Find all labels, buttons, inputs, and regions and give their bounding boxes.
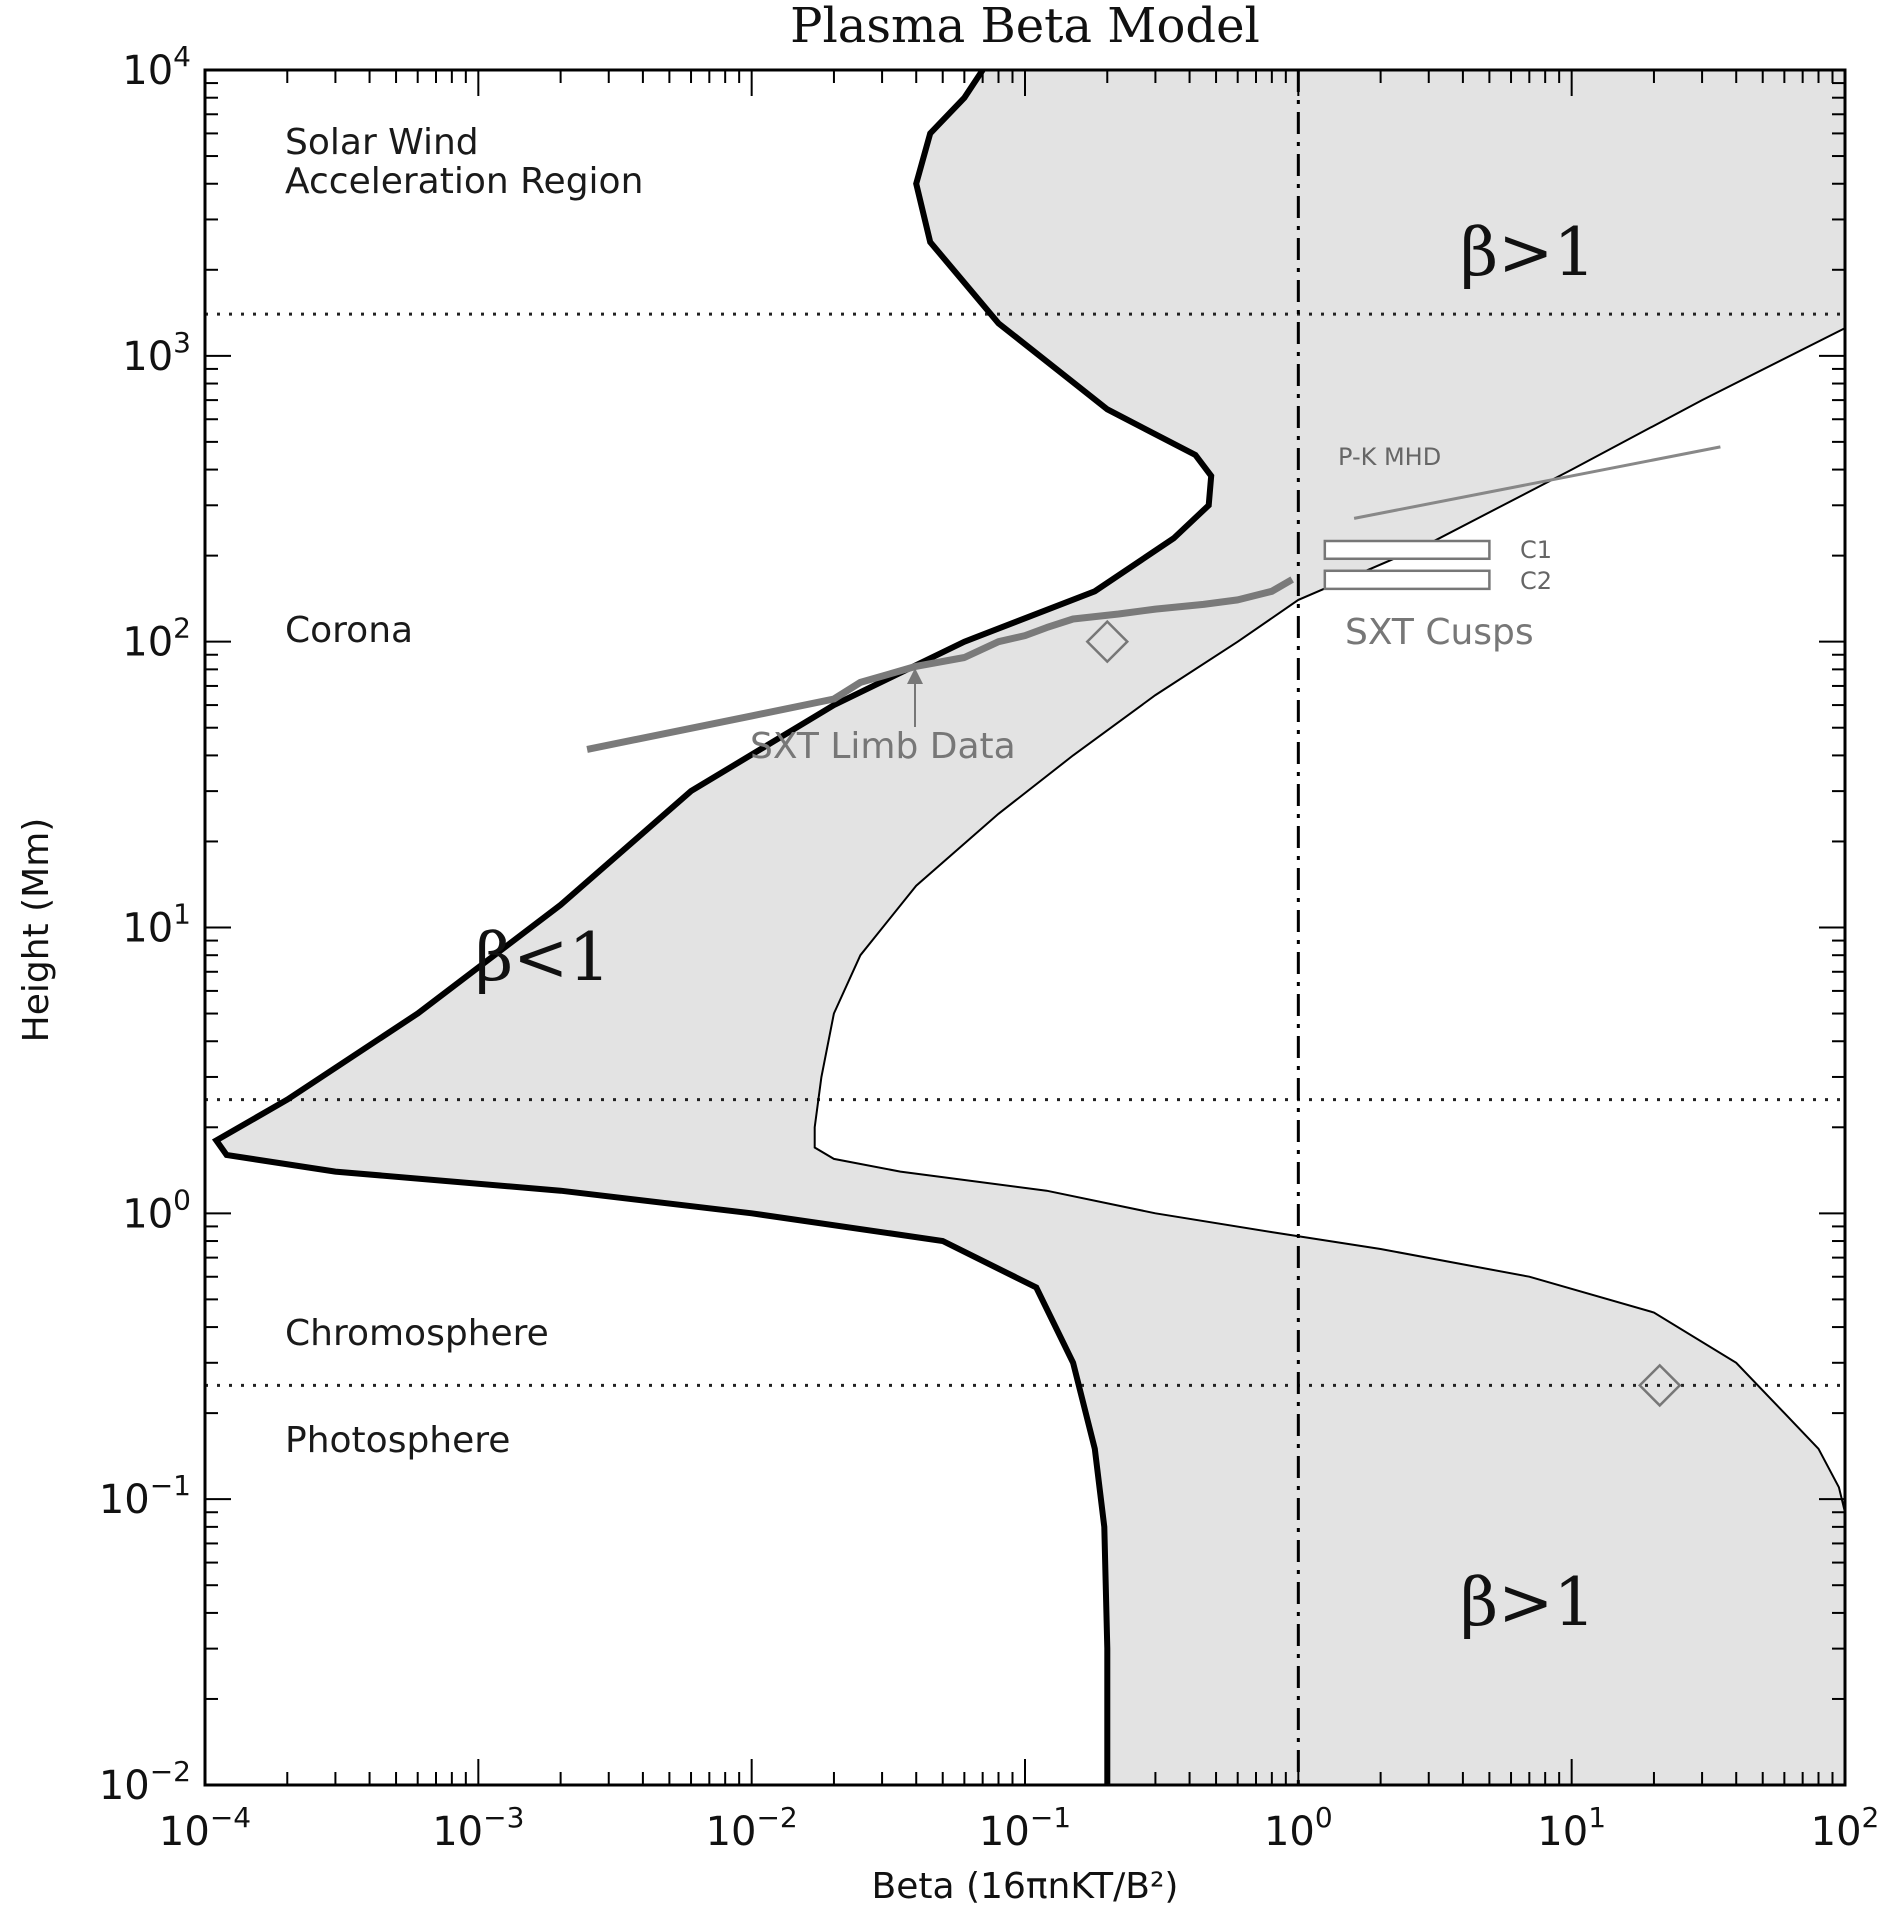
y-tick-label-0: 10−2 [99,1755,191,1809]
tick-marks [204,70,1845,1786]
shaded-region [216,70,1845,1785]
series-p-k-mhd [1353,445,1721,520]
y-tick-label-6: 104 [122,40,191,94]
x-tick-label-6: 102 [1811,1801,1880,1855]
x-tick-label-4: 100 [1264,1801,1333,1855]
x-tick-label-0: 10−4 [159,1801,251,1855]
y-axis-label: Height (Mm) [16,818,57,1043]
cusp-box-c1 [1323,539,1491,561]
x-tick-label-2: 10−2 [706,1801,798,1855]
annotation-pk-mhd: P-K MHD [1338,443,1441,471]
beta-gt-1-lower: β>1 [1460,1564,1595,1641]
y-tick-label-4: 102 [122,612,191,666]
series-layer [586,445,1721,753]
thin-boundary-curve [813,327,1845,1513]
beta-lt-1: β<1 [475,919,610,996]
sxt-limb-arrow-head [907,668,923,684]
diamond-marker-1 [1637,1363,1682,1408]
x-axis-label: Beta (16πnKT/B²) [872,1866,1179,1907]
annotation-c1: C1 [1520,536,1552,564]
x-tick-label-5: 101 [1537,1801,1606,1855]
y-tick-label-1: 10−1 [99,1469,191,1523]
x-axis-label-text: Beta (16πnKT/B²) [872,1866,1179,1907]
annotation-c2: C2 [1520,567,1552,595]
x-tick-label-3: 10−1 [979,1801,1071,1855]
cusp-layer [1323,539,1491,591]
region-label-photosphere: Photosphere [285,1420,510,1461]
y-tick-label-3: 101 [122,898,191,952]
region-label-chromosphere: Chromosphere [285,1313,549,1354]
region-label-corona: Corona [285,610,413,651]
chart-title: Plasma Beta Model [790,0,1260,54]
annotation-sxt-limb-data: SXT Limb Data [750,726,1016,767]
tick-labels: 10−4 10−3 10−2 10−1 100 101 102 10−2 10−1 100 101 1… [99,40,1880,1855]
cusp-box-c2 [1323,569,1491,591]
region-label-acceleration: Acceleration Region [285,161,643,202]
x-tick-label-1: 10−3 [432,1801,524,1855]
annotation-sxt-cusps: SXT Cusps [1345,612,1534,653]
y-tick-label-5: 103 [122,326,191,380]
y-tick-label-2: 100 [122,1183,191,1237]
thick-boundary-curve [211,70,1215,1785]
beta-gt-1-upper: β>1 [1460,214,1595,291]
series-sxt-limb-data [586,576,1294,753]
diamond-layer [1085,619,1682,1408]
diamond-marker-0 [1085,619,1130,664]
region-label-solar-wind: Solar Wind [285,122,479,163]
